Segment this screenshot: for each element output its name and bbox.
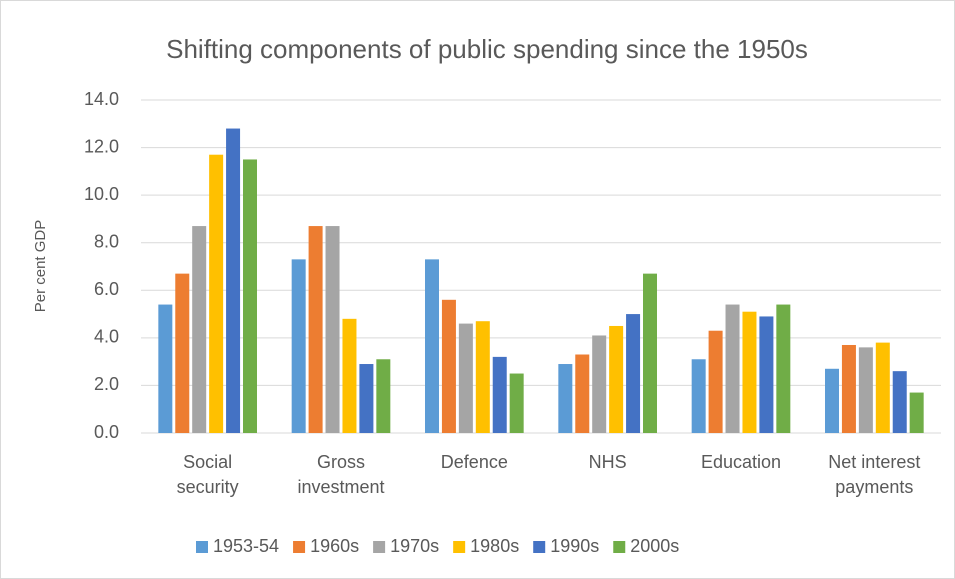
- legend-label: 1970s: [390, 536, 439, 556]
- y-tick-label: 4.0: [94, 327, 119, 347]
- bar: [558, 364, 573, 433]
- x-tick-label: Gross investment: [297, 452, 385, 497]
- bar: [708, 330, 723, 433]
- bar: [226, 128, 241, 433]
- legend-swatch: [293, 541, 306, 553]
- legend-swatch: [196, 541, 208, 553]
- x-tick-label: NHS: [588, 452, 627, 472]
- legend-label: 1953-54: [213, 536, 279, 556]
- bar: [892, 371, 907, 433]
- y-tick-label: 8.0: [94, 231, 119, 251]
- bar: [742, 311, 757, 433]
- bar: [425, 259, 439, 433]
- x-tick-label: Education: [700, 452, 782, 472]
- bar: [592, 335, 607, 433]
- bar: [441, 299, 456, 433]
- y-axis-label: Per cent GDP: [32, 220, 49, 313]
- bar: [841, 344, 856, 433]
- bar: [875, 342, 890, 433]
- legend-swatch: [533, 541, 546, 553]
- legend-label: 1960s: [310, 536, 359, 556]
- legend-label: 1990s: [550, 536, 599, 556]
- y-tick-label: 2.0: [94, 374, 119, 394]
- y-tick-label: 12.0: [84, 136, 119, 156]
- legend-swatch: [453, 541, 466, 553]
- x-tick-label: Net interest payments: [828, 452, 921, 497]
- bar: [909, 392, 924, 433]
- bar: [458, 323, 473, 433]
- bar: [609, 325, 624, 433]
- y-tick-label: 6.0: [94, 279, 119, 299]
- legend-label: 1980s: [470, 536, 519, 556]
- legend-label: 2000s: [630, 536, 679, 556]
- bar: [825, 368, 839, 433]
- bar: [626, 314, 641, 433]
- legend-swatch: [373, 541, 386, 553]
- chart-title: Shifting components of public spending s…: [166, 34, 808, 64]
- bar: [509, 373, 524, 433]
- bar: [475, 321, 490, 433]
- bar: [492, 356, 507, 433]
- bar: [158, 304, 173, 433]
- x-tick-label: Defence: [440, 452, 508, 472]
- bar: [308, 226, 323, 433]
- y-tick-label: 0.0: [94, 422, 119, 442]
- bar: [643, 273, 657, 433]
- bar: [342, 318, 357, 433]
- x-tick-label: Social security: [176, 452, 239, 497]
- bar: [192, 226, 207, 433]
- bar: [691, 359, 706, 433]
- y-tick-label: 10.0: [84, 184, 119, 204]
- bar: [575, 354, 590, 433]
- bar: [759, 316, 774, 433]
- bar: [243, 159, 257, 433]
- bar: [359, 364, 374, 433]
- bar: [291, 259, 306, 433]
- bar: [858, 347, 873, 433]
- bar: [325, 226, 340, 433]
- y-tick-label: 14.0: [84, 89, 119, 109]
- bar: [376, 359, 391, 433]
- bar: [209, 154, 224, 433]
- bar: [725, 304, 740, 433]
- bar: [175, 273, 190, 433]
- legend-swatch: [613, 541, 626, 553]
- bar: [776, 304, 791, 433]
